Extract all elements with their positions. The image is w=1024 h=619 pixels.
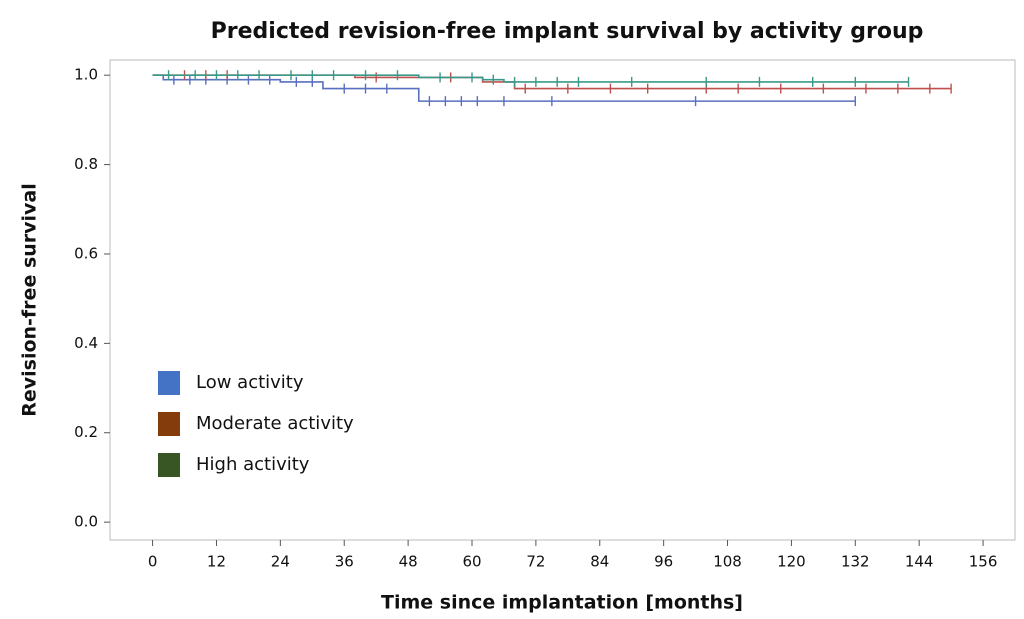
legend-label: High activity [196, 454, 310, 475]
y-tick-label: 0.4 [74, 334, 98, 352]
x-axis-label: Time since implantation [months] [381, 592, 743, 614]
survival-line [152, 74, 856, 102]
x-tick-label: 144 [905, 553, 934, 571]
chart-title: Predicted revision-free implant survival… [211, 19, 924, 44]
x-tick-label: 108 [713, 553, 742, 571]
x-tick-label: 132 [841, 553, 870, 571]
x-tick-label: 0 [148, 553, 158, 571]
x-tick-label: 120 [777, 553, 806, 571]
x-tick-label: 12 [207, 553, 226, 571]
survival-line [152, 74, 909, 83]
y-tick-label: 0.6 [74, 244, 98, 262]
legend-swatch [158, 453, 180, 477]
x-tick-label: 36 [335, 553, 354, 571]
legend-swatch [158, 371, 180, 395]
y-tick-label: 1.0 [74, 66, 98, 84]
y-tick-label: 0.2 [74, 423, 98, 441]
x-tick-label: 60 [462, 553, 481, 571]
x-tick-label: 84 [590, 553, 609, 571]
x-tick-label: 24 [271, 553, 290, 571]
y-tick-label: 0.0 [74, 513, 98, 531]
legend-swatch [158, 412, 180, 436]
x-tick-label: 72 [526, 553, 545, 571]
x-tick-label: 48 [399, 553, 418, 571]
x-tick-label: 156 [969, 553, 998, 571]
y-axis-label: Revision-free survival [19, 183, 41, 417]
plot-frame [109, 59, 1016, 541]
legend-label: Low activity [196, 372, 304, 393]
y-tick-label: 0.8 [74, 155, 98, 173]
legend-label: Moderate activity [196, 413, 354, 434]
x-tick-label: 96 [654, 553, 673, 571]
